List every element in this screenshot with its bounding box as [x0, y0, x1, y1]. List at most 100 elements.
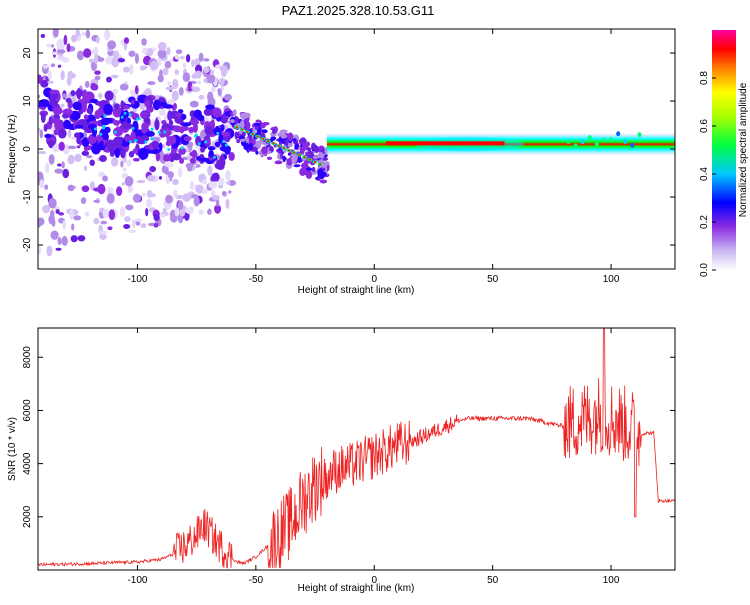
- spectrogram-tilt-blob: [280, 133, 287, 139]
- spectrogram-noise-blob: [76, 50, 84, 61]
- spectrogram-peak-blob: [135, 117, 139, 121]
- spectrogram-noise-blob: [225, 169, 231, 181]
- spectrogram-noise-blob: [98, 171, 105, 177]
- spectrogram-tilt-blob: [299, 167, 307, 176]
- spectrogram-noise-blob: [54, 168, 64, 174]
- spectrogram-band-blob: [174, 116, 184, 124]
- spectrogram-band-blob: [50, 118, 62, 124]
- spectrogram-noise-blob: [89, 159, 95, 166]
- spectrogram-tilt-peak: [240, 128, 244, 131]
- spectrogram-noise-blob: [67, 128, 72, 138]
- spectrogram-noise-blob: [157, 41, 167, 51]
- spectrogram-noise-blob: [188, 141, 194, 147]
- spectrogram-noise-blob: [225, 198, 230, 209]
- spectrogram-tilt-peak: [246, 130, 249, 133]
- spectrogram-noise-blob: [94, 70, 101, 75]
- spectrogram-band-blob: [161, 120, 167, 125]
- spectrogram-noise-blob: [172, 78, 179, 90]
- spectrogram-band-blob: [140, 111, 149, 119]
- spectrogram-tilt-blob: [230, 119, 236, 124]
- spectrogram-band-blob: [183, 135, 192, 142]
- spectrogram-peak-blob: [123, 111, 127, 115]
- spectrogram-noise-blob: [219, 65, 228, 73]
- spectrogram-tilt-peak: [282, 147, 286, 150]
- snr-frame: [37, 327, 676, 571]
- spectrogram-noise-blob: [111, 56, 120, 68]
- snr-background: [38, 328, 675, 570]
- spectrogram-tilt-blob: [282, 155, 286, 163]
- spectrogram-line-blob: [594, 141, 599, 147]
- spectrogram-ytick-label: -20: [22, 237, 33, 252]
- colorbar-tick-label: 0.6: [699, 119, 710, 133]
- spectrogram-noise-blob: [120, 160, 124, 168]
- spectrogram-noise-blob: [207, 165, 213, 176]
- spectrogram-noise-blob: [135, 218, 143, 223]
- spectrogram-noise-blob: [177, 215, 184, 224]
- spectrogram-peak-blob: [212, 155, 216, 159]
- spectrogram-band-blob: [141, 122, 149, 131]
- spectrogram-band-blob: [154, 118, 160, 131]
- spectrogram-noise-blob: [69, 209, 74, 220]
- spectrogram-band-blob: [191, 149, 198, 159]
- spectrogram-band-blob: [130, 99, 135, 105]
- colorbar-tick-label: 0.4: [699, 167, 710, 181]
- spectrogram-noise-blob: [67, 70, 74, 80]
- spectrogram-noise-blob: [58, 212, 65, 216]
- spectrogram-noise-blob: [42, 204, 51, 214]
- spectrogram-noise-blob: [93, 199, 100, 203]
- spectrogram-noise-blob: [98, 92, 103, 99]
- spectrogram-tilt-blob: [266, 156, 273, 160]
- spectrogram-noise-blob: [90, 82, 97, 91]
- spectrogram-noise-blob: [67, 145, 77, 150]
- spectrogram-peak-blob: [144, 140, 148, 144]
- spectrogram-tilt-blob: [311, 166, 316, 173]
- spectrogram-ylabel: Frequency (Hz): [7, 115, 18, 184]
- spectrogram-noise-blob: [134, 53, 140, 64]
- spectrogram-tilt-blob: [241, 131, 246, 137]
- spectrogram-noise-blob: [164, 167, 169, 176]
- spectrogram-peak-blob: [224, 143, 228, 147]
- spectrogram-tilt-blob: [292, 138, 297, 142]
- spectrogram-ytick-label: 20: [22, 47, 33, 59]
- spectrogram-band-blob: [219, 154, 225, 166]
- spectrogram-line-blob: [587, 135, 592, 141]
- spectrogram-line-blob: [616, 131, 621, 137]
- spectrogram-band-blob: [189, 157, 197, 164]
- spectrogram-tilt-peak: [256, 135, 260, 138]
- snr-xtick-label: -100: [127, 575, 147, 586]
- spectrogram-noise-blob: [47, 70, 52, 80]
- spectrogram-noise-blob: [61, 235, 68, 247]
- spectrogram-noise-blob: [179, 56, 185, 60]
- spectrogram-xtick-label: -100: [127, 274, 147, 285]
- spectrogram-tilt-peak: [318, 163, 322, 166]
- spectrogram-band-blob: [164, 127, 172, 137]
- spectrogram-band-blob: [112, 127, 124, 137]
- spectrogram-band-blob: [76, 88, 82, 100]
- spectrogram-tilt-blob: [318, 159, 325, 164]
- spectrogram-xtick-label: 50: [487, 274, 499, 285]
- spectrogram-noise-blob: [189, 100, 199, 108]
- spectrogram-noise-blob: [81, 32, 86, 36]
- spectrogram-band-blob: [91, 142, 101, 155]
- spectrogram-noise-blob: [160, 213, 166, 218]
- spectrogram-noise-blob: [84, 80, 90, 89]
- snr-xtick-label: 100: [603, 575, 620, 586]
- spectrogram-noise-blob: [140, 223, 147, 229]
- snr-xtick-label: 0: [371, 575, 377, 586]
- spectrogram-band-blob: [86, 107, 93, 114]
- spectrogram-line-blob: [623, 139, 628, 145]
- spectrogram-band-blob: [103, 103, 113, 115]
- spectrogram-noise-blob: [57, 237, 62, 246]
- spectrogram-tilt-peak: [287, 149, 291, 152]
- spectrogram-tilt-blob: [252, 146, 258, 153]
- spectrogram-noise-blob: [80, 197, 87, 205]
- spectrogram-noise-blob: [197, 80, 202, 85]
- snr-xtick-label: -50: [249, 575, 264, 586]
- spectrogram-noise-blob: [128, 150, 135, 158]
- spectrogram-noise-blob: [44, 184, 49, 190]
- spectrogram-noise-blob: [75, 29, 80, 37]
- spectrogram-noise-blob: [164, 60, 172, 69]
- spectrogram-tilt-blob: [284, 138, 289, 147]
- spectrogram-tilt-blob: [254, 125, 260, 131]
- spectrogram-band-blob: [208, 121, 215, 128]
